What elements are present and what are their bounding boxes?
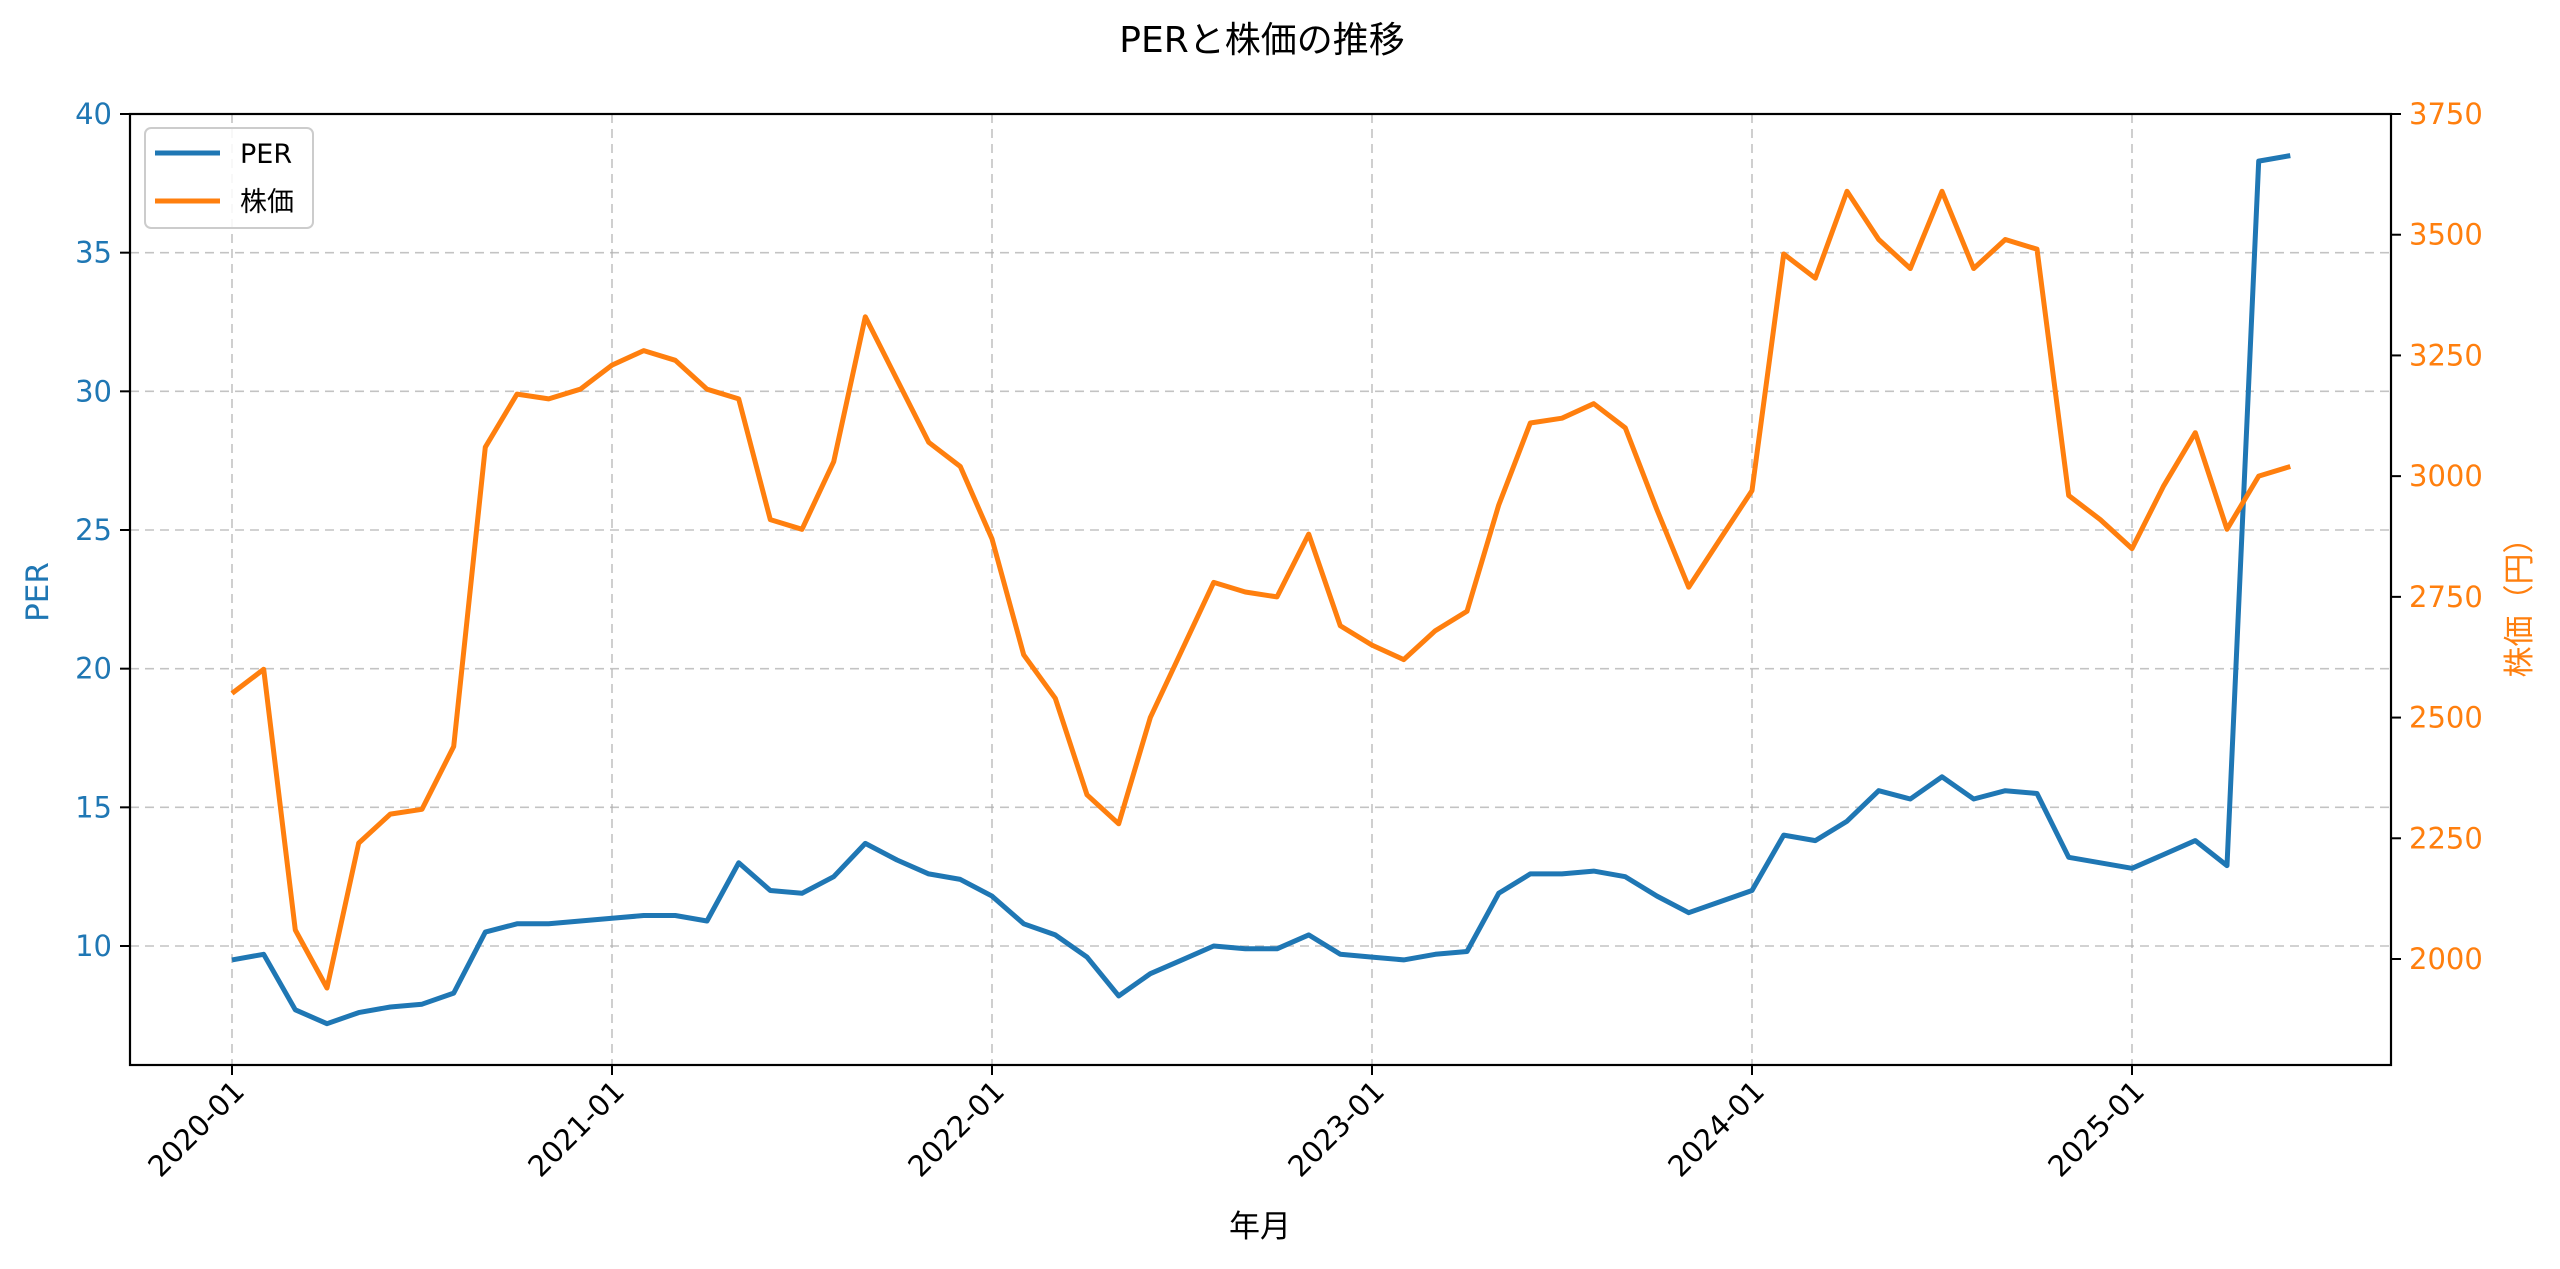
right-tick-label: 3500 <box>2409 218 2483 252</box>
x-tick-label: 2021-01 <box>521 1074 631 1184</box>
x-tick-label: 2024-01 <box>1661 1074 1771 1184</box>
left-tick-label: 10 <box>75 929 112 963</box>
left-y-axis-ticks: 10 15 20 25 30 35 40 <box>75 97 130 963</box>
right-tick-label: 2500 <box>2409 701 2483 735</box>
per-line <box>231 153 2291 1027</box>
right-tick-label: 3250 <box>2409 338 2483 372</box>
right-tick-label: 3750 <box>2409 97 2483 131</box>
plot-area-frame <box>128 112 2393 1067</box>
right-tick-label: 2000 <box>2409 942 2483 976</box>
right-tick-label: 3000 <box>2409 459 2483 493</box>
left-y-axis-label: PER <box>20 562 56 622</box>
x-tick-label: 2022-01 <box>901 1074 1011 1184</box>
right-y-axis-ticks: 2000 2250 2500 2750 3000 3250 3500 3750 <box>2391 97 2483 976</box>
left-tick-label: 35 <box>75 236 112 270</box>
legend-price-label: 株価 <box>240 187 294 218</box>
chart-title: PERと株価の推移 <box>1119 20 1404 61</box>
x-axis-ticks: 2020-01 2021-01 2022-01 2023-01 2024-01 2025-… <box>141 1065 2151 1184</box>
x-tick-label: 2023-01 <box>1281 1074 1391 1184</box>
left-tick-label: 40 <box>75 97 112 131</box>
x-tick-label: 2025-01 <box>2041 1074 2151 1184</box>
left-tick-label: 25 <box>75 513 112 547</box>
right-tick-label: 2250 <box>2409 821 2483 855</box>
x-axis-label: 年月 <box>1229 1209 1291 1245</box>
left-tick-label: 20 <box>75 652 112 686</box>
legend-per-label: PER <box>240 139 292 170</box>
left-tick-label: 15 <box>75 790 112 824</box>
right-y-axis-label: 株価（円） <box>2502 523 2538 678</box>
plot-lines <box>230 153 2292 1027</box>
x-tick-label: 2020-01 <box>141 1074 251 1184</box>
legend: PER 株価 <box>144 127 314 229</box>
stock-price-line <box>230 188 2292 991</box>
left-tick-label: 30 <box>75 374 112 408</box>
right-tick-label: 2750 <box>2409 580 2483 614</box>
